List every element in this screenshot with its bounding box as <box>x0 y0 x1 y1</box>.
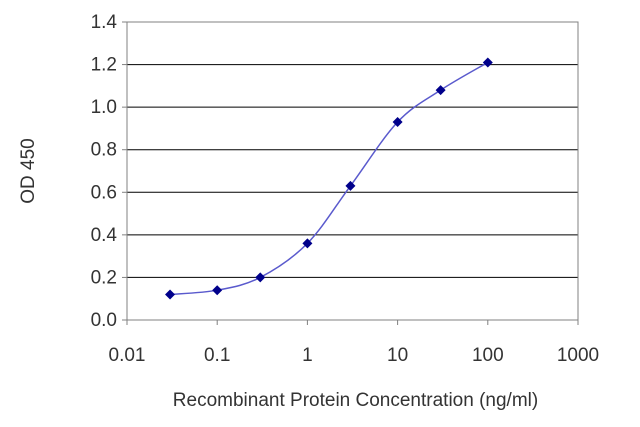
x-tick-label-5: 1000 <box>557 345 599 366</box>
y-axis-ticks: 0.0 0.2 0.4 0.6 0.8 1.0 1.2 1.4 <box>91 12 127 331</box>
x-tick-label-2: 1 <box>302 345 313 366</box>
x-axis-ticks: 0.01 0.1 1 10 100 1000 <box>109 320 599 366</box>
x-tick-label-3: 10 <box>387 345 408 366</box>
fit-curve <box>169 61 489 296</box>
data-point-4 <box>345 180 356 191</box>
data-point-7 <box>482 57 493 68</box>
y-tick-label-6: 1.2 <box>91 55 117 76</box>
x-tick-label-0: 0.01 <box>109 345 146 366</box>
y-tick-label-1: 0.2 <box>91 267 117 288</box>
y-tick-label-2: 0.4 <box>91 225 118 246</box>
data-point-1 <box>212 285 223 296</box>
y-axis-label: OD 450 <box>18 138 39 203</box>
data-point-6 <box>435 85 446 96</box>
y-tick-label-0: 0.0 <box>91 310 117 331</box>
data-point-0 <box>165 289 176 300</box>
x-tick-label-4: 100 <box>472 345 504 366</box>
y-tick-label-7: 1.4 <box>91 12 118 33</box>
y-tick-label-5: 1.0 <box>91 97 117 118</box>
grid-lines <box>127 64 578 278</box>
data-point-5 <box>392 117 403 128</box>
y-tick-label-3: 0.6 <box>91 182 117 203</box>
data-points <box>165 57 493 300</box>
x-tick-label-1: 0.1 <box>204 345 230 366</box>
plot-area-frame <box>126 21 579 321</box>
y-tick-label-4: 0.8 <box>91 140 117 161</box>
data-point-2 <box>255 272 266 283</box>
x-axis-label: Recombinant Protein Concentration (ng/ml… <box>173 390 538 411</box>
data-point-3 <box>302 238 313 249</box>
